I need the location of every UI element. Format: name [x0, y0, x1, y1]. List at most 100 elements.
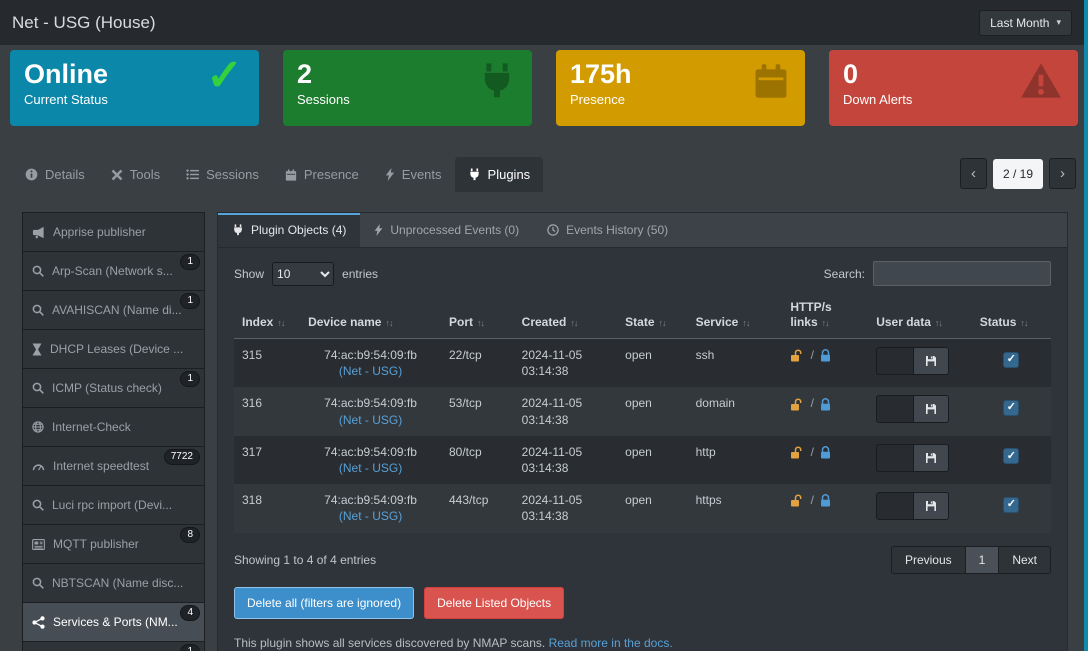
- next-device-button[interactable]: ›: [1049, 158, 1076, 189]
- sidebar-item-label: Luci rpc import (Devi...: [52, 498, 173, 512]
- https-locked-icon[interactable]: [820, 493, 831, 507]
- sidebar-item-nbtscan[interactable]: NBTSCAN (Name disc...: [22, 563, 205, 603]
- http-unlocked-icon[interactable]: [790, 396, 804, 411]
- http-unlocked-icon[interactable]: [790, 445, 804, 459]
- page-size-select[interactable]: 10: [272, 261, 335, 286]
- col-port[interactable]: Port ↑↓: [441, 295, 514, 339]
- sidebar-item-internet-check[interactable]: Internet-Check: [22, 407, 205, 447]
- sidebar-item-mqtt-publisher[interactable]: MQTT publisher 8: [22, 524, 205, 564]
- delete-all-button[interactable]: Delete all (filters are ignored): [234, 586, 415, 619]
- content-area: Apprise publisher Arp-Scan (Network s...…: [0, 192, 1088, 651]
- sidebar-item-label: Internet-Check: [52, 420, 131, 434]
- tools-icon: [111, 169, 123, 181]
- card-value: Online: [24, 59, 109, 89]
- plugin-sidebar: Apprise publisher Arp-Scan (Network s...…: [22, 212, 205, 651]
- device-link[interactable]: (Net - USG): [338, 509, 403, 524]
- status-checkbox[interactable]: ✓: [1003, 448, 1020, 465]
- tab-events-history[interactable]: Events History (50): [533, 213, 682, 247]
- sidebar-item-label: Internet speedtest: [53, 459, 150, 473]
- user-data-input[interactable]: [876, 492, 915, 521]
- prev-device-button[interactable]: ‹: [959, 158, 987, 189]
- sidebar-item-label: AVAHISCAN (Name di...: [52, 303, 182, 317]
- device-link[interactable]: (Net - USG): [338, 412, 403, 427]
- period-selector[interactable]: Last Month ▾: [979, 9, 1072, 36]
- save-user-data-button[interactable]: [914, 347, 950, 375]
- page-1-button[interactable]: 1: [964, 545, 1000, 574]
- col-state[interactable]: State ↑↓: [617, 295, 688, 339]
- sidebar-item-label: Apprise publisher: [53, 225, 146, 239]
- sidebar-item-icmp[interactable]: ICMP (Status check) 1: [22, 368, 205, 408]
- sort-icon: ↑↓: [570, 318, 578, 328]
- sidebar-item-avahiscan[interactable]: AVAHISCAN (Name di... 1: [22, 290, 205, 330]
- user-data-input[interactable]: [876, 395, 915, 424]
- http-unlocked-icon[interactable]: [790, 493, 804, 507]
- device-link[interactable]: (Net - USG): [338, 364, 403, 379]
- https-locked-icon[interactable]: [820, 445, 831, 459]
- col-service[interactable]: Service ↑↓: [687, 295, 783, 339]
- created-time: 03:14:38: [521, 364, 569, 379]
- device-pager: ‹ 2 / 19 ›: [959, 158, 1076, 192]
- device-link[interactable]: (Net - USG): [338, 460, 403, 475]
- speedometer-icon: [32, 461, 45, 471]
- save-user-data-button[interactable]: [914, 492, 950, 521]
- search-input[interactable]: [873, 261, 1051, 286]
- col-index[interactable]: Index ↑↓: [234, 295, 301, 339]
- share-nodes-icon: [32, 615, 45, 629]
- sidebar-item-apprise-publisher[interactable]: Apprise publisher: [22, 212, 205, 252]
- action-buttons: Delete all (filters are ignored) Delete …: [218, 585, 1067, 619]
- cell-user-data: [868, 387, 972, 436]
- sidebar-item-services-ports[interactable]: Services & Ports (NM... 4: [22, 602, 205, 642]
- tab-label: Details: [45, 167, 85, 182]
- scrollbar[interactable]: [1084, 0, 1088, 651]
- slash-separator: /: [810, 348, 814, 362]
- status-checkbox[interactable]: ✓: [1003, 496, 1020, 513]
- tab-plugin-objects[interactable]: Plugin Objects (4): [218, 213, 361, 247]
- sidebar-item-dhcp-leases[interactable]: DHCP Leases (Device ...: [22, 329, 205, 369]
- cell-created: 2024-11-05 03:14:38: [513, 484, 618, 533]
- cell-status: ✓: [971, 435, 1051, 485]
- cell-status: ✓: [971, 387, 1051, 436]
- save-user-data-button[interactable]: [914, 443, 950, 472]
- cell-service: domain: [687, 387, 783, 436]
- col-device-name[interactable]: Device name ↑↓: [300, 295, 441, 339]
- tab-events[interactable]: Events: [372, 157, 455, 192]
- card-label: Down Alerts: [843, 92, 913, 108]
- save-user-data-button[interactable]: [914, 395, 950, 424]
- status-checkbox[interactable]: ✓: [1003, 399, 1020, 416]
- delete-listed-button[interactable]: Delete Listed Objects: [424, 586, 565, 619]
- tab-label: Sessions: [206, 167, 259, 182]
- sidebar-item-arp-scan[interactable]: Arp-Scan (Network s... 1: [22, 251, 205, 291]
- status-checkbox[interactable]: ✓: [1003, 351, 1020, 368]
- tab-details[interactable]: Details: [12, 157, 98, 192]
- sidebar-item-internet-speedtest[interactable]: Internet speedtest 7722: [22, 446, 205, 486]
- col-created[interactable]: Created ↑↓: [513, 295, 618, 339]
- entries-label: entries: [342, 266, 379, 281]
- cell-created: 2024-11-05 03:14:38: [513, 435, 618, 485]
- user-data-input[interactable]: [876, 443, 915, 472]
- https-locked-icon[interactable]: [820, 348, 831, 362]
- search-icon: [32, 304, 44, 316]
- tab-plugins[interactable]: Plugins: [454, 157, 544, 192]
- col-user-data[interactable]: User data ↑↓: [868, 295, 972, 339]
- table-controls: Show 10 entries Search:: [218, 248, 1067, 295]
- http-unlocked-icon[interactable]: [790, 348, 804, 362]
- lightning-icon: [385, 168, 395, 181]
- tab-tools[interactable]: Tools: [98, 157, 173, 192]
- docs-link[interactable]: Read more in the docs.: [548, 635, 673, 650]
- search-icon: [32, 499, 44, 511]
- period-label: Last Month: [990, 15, 1050, 30]
- topbar: Net - USG (House) Last Month ▾: [0, 0, 1088, 45]
- sidebar-item-luci-rpc-import[interactable]: Luci rpc import (Devi...: [22, 485, 205, 525]
- tab-label: Presence: [303, 167, 359, 182]
- tab-presence[interactable]: Presence: [272, 157, 372, 192]
- next-page-button[interactable]: Next: [998, 545, 1051, 574]
- sidebar-item-label: DHCP Leases (Device ...: [50, 342, 184, 356]
- col-status[interactable]: Status ↑↓: [971, 295, 1051, 339]
- https-locked-icon[interactable]: [820, 396, 831, 411]
- col-http-links[interactable]: HTTP/s links ↑↓: [782, 295, 869, 339]
- previous-page-button[interactable]: Previous: [890, 545, 966, 574]
- tab-unprocessed-events[interactable]: Unprocessed Events (0): [360, 213, 533, 247]
- sidebar-item-nslookup[interactable]: NSLOOKUP (Name di... 1: [22, 641, 205, 651]
- user-data-input[interactable]: [876, 347, 915, 375]
- tab-sessions[interactable]: Sessions: [173, 157, 272, 192]
